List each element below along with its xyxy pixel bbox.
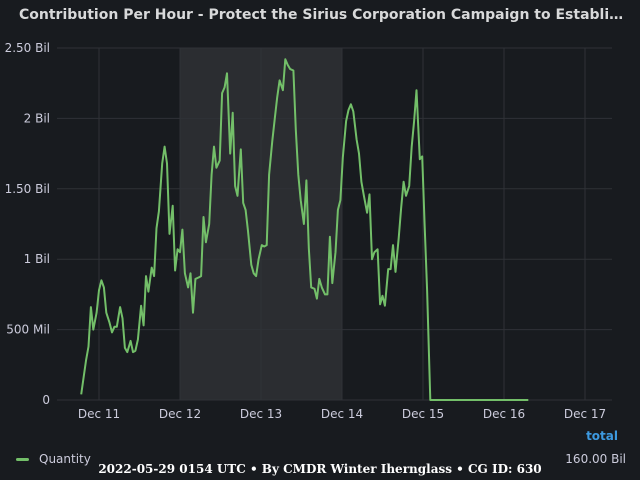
legend-item-quantity[interactable]: Quantity 160.00 Bil: [16, 452, 626, 468]
x-tick-label: Dec 11: [78, 407, 120, 421]
y-axis-ticks: 0 500 Mil 1 Bil 1.50 Bil 2 Bil 2.50 Bil: [5, 41, 50, 407]
legend-swatch: [16, 458, 29, 461]
x-tick-label: Dec 15: [402, 407, 444, 421]
y-tick-label: 0: [42, 393, 50, 407]
series-line-quantity[interactable]: [80, 58, 529, 401]
y-tick-label: 1.50 Bil: [5, 182, 50, 196]
x-tick-label: Dec 14: [321, 407, 363, 421]
legend-value: 160.00 Bil: [565, 452, 626, 466]
x-tick-label: Dec 12: [159, 407, 201, 421]
y-tick-label: 2 Bil: [24, 111, 50, 125]
x-axis-ticks: Dec 11 Dec 12 Dec 13 Dec 14 Dec 15 Dec 16 Dec …: [78, 407, 606, 421]
legend-header-total[interactable]: total: [586, 429, 618, 443]
x-tick-label: Dec 17: [564, 407, 606, 421]
y-tick-label: 2.50 Bil: [5, 41, 50, 55]
y-tick-label: 1 Bil: [24, 252, 50, 266]
footer-credit: 2022-05-29 0154 UTC • By CMDR Winter Ihe…: [98, 462, 542, 476]
x-tick-label: Dec 16: [483, 407, 525, 421]
y-tick-label: 500 Mil: [6, 323, 50, 337]
legend-label: Quantity: [39, 452, 91, 466]
x-tick-label: Dec 13: [240, 407, 282, 421]
